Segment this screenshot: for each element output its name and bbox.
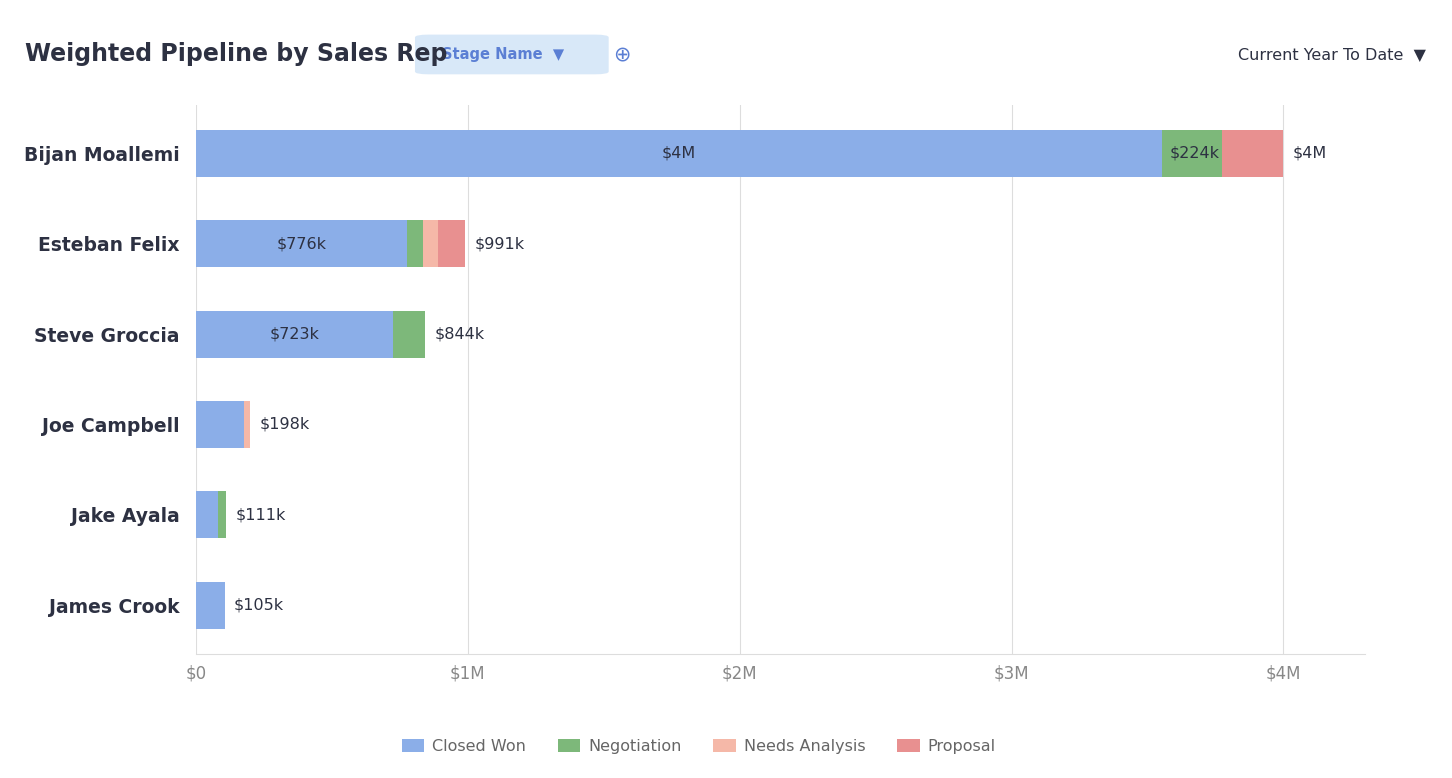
Bar: [424, 220, 439, 268]
Bar: [196, 401, 244, 448]
Text: Current Year To Date  ▼: Current Year To Date ▼: [1239, 47, 1426, 62]
Text: Weighted Pipeline by Sales Rep: Weighted Pipeline by Sales Rep: [25, 43, 447, 66]
Bar: [244, 401, 250, 448]
Text: $4M: $4M: [662, 146, 696, 161]
Bar: [407, 220, 424, 268]
Bar: [1162, 130, 1223, 177]
Bar: [196, 310, 392, 358]
Bar: [196, 491, 218, 538]
Text: $111k: $111k: [235, 507, 286, 522]
Bar: [218, 491, 227, 538]
Text: $723k: $723k: [270, 327, 319, 342]
Text: $224k: $224k: [1170, 146, 1220, 161]
Bar: [196, 582, 225, 629]
Text: $198k: $198k: [260, 417, 309, 432]
Text: $4M: $4M: [1292, 146, 1327, 161]
FancyBboxPatch shape: [415, 34, 608, 75]
Text: Stage Name  ▼: Stage Name ▼: [443, 47, 565, 62]
Bar: [392, 310, 425, 358]
Bar: [196, 220, 407, 268]
Bar: [1223, 130, 1284, 177]
Text: $844k: $844k: [436, 327, 485, 342]
Bar: [196, 130, 1162, 177]
Bar: [439, 220, 466, 268]
Text: $776k: $776k: [276, 237, 327, 251]
Text: $105k: $105k: [234, 598, 285, 612]
Text: $991k: $991k: [475, 237, 526, 251]
Legend: Closed Won, Negotiation, Needs Analysis, Proposal: Closed Won, Negotiation, Needs Analysis,…: [395, 733, 1002, 761]
Text: ⊕: ⊕: [613, 44, 630, 65]
